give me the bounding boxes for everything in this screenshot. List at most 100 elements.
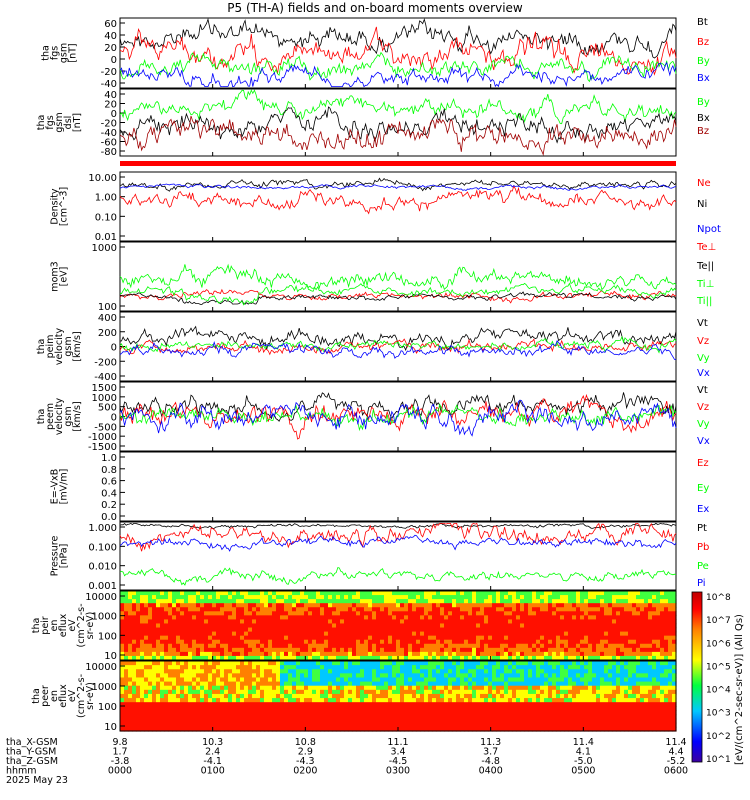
spectrogram-cell	[612, 665, 617, 670]
spectrogram-cell	[476, 623, 481, 629]
spectrogram-cell	[168, 718, 173, 724]
spectrogram-cell	[488, 706, 493, 712]
spectrogram-cell	[192, 661, 197, 666]
spectrogram-cell	[452, 702, 457, 707]
spectrogram-cell	[280, 627, 285, 633]
spectrogram-cell	[528, 631, 533, 637]
spectrogram-cell	[660, 726, 665, 732]
spectrogram-cell	[344, 685, 349, 691]
spectrogram-cell	[564, 661, 569, 666]
spectrogram-cell	[452, 655, 457, 661]
spectrogram-cell	[512, 722, 517, 728]
spectrogram-cell	[444, 591, 449, 596]
spectrogram-cell	[504, 718, 509, 724]
spectrogram-cell	[244, 611, 249, 616]
spectrogram-cell	[188, 726, 193, 732]
spectrogram-cell	[220, 643, 225, 649]
spectrogram-cell	[632, 673, 637, 679]
spectrogram-cell	[248, 615, 253, 621]
spectrogram-cell	[368, 631, 373, 637]
spectrogram-cell	[652, 639, 657, 645]
series-line-Bt	[119, 17, 677, 59]
spectrogram-cell	[552, 673, 557, 679]
spectrogram-cell	[184, 627, 189, 633]
spectrogram-cell	[668, 643, 673, 649]
spectrogram-cell	[580, 710, 585, 716]
spectrogram-cell	[596, 643, 601, 649]
spectrogram-cell	[504, 627, 509, 633]
spectrogram-cell	[472, 698, 477, 703]
spectrogram-cell	[420, 647, 425, 653]
spectrogram-cell	[668, 655, 673, 661]
spectrogram-cell	[628, 673, 633, 679]
spectrogram-cell	[380, 643, 385, 649]
spectrogram-cell	[400, 669, 405, 674]
spectrogram-cell	[312, 693, 317, 699]
spectrogram-cell	[564, 627, 569, 633]
spectrogram-cell	[248, 603, 253, 608]
spectrogram-cell	[200, 607, 205, 612]
spectrogram-cell	[236, 623, 241, 629]
spectrogram-cell	[460, 722, 465, 728]
spectrogram-cell	[308, 693, 313, 699]
spectrogram-cell	[292, 714, 297, 720]
spectrogram-cell	[140, 655, 145, 661]
spectrogram-cell	[236, 673, 241, 679]
spectrogram-cell	[192, 631, 197, 637]
spectrogram-cell	[400, 655, 405, 661]
spectrogram-cell	[264, 639, 269, 645]
spectrogram-cell	[552, 603, 557, 608]
spectrogram-cell	[432, 689, 437, 695]
spectrogram-cell	[540, 689, 545, 695]
spectrogram-cell	[368, 726, 373, 732]
spectrogram-cell	[452, 647, 457, 653]
spectrogram-cell	[248, 655, 253, 661]
spectrogram-cell	[412, 722, 417, 728]
spectrogram-cell	[584, 693, 589, 699]
spectrogram-cell	[144, 726, 149, 732]
spectrogram-cell	[132, 714, 137, 720]
series-line-Vx	[119, 399, 677, 437]
spectrogram-cell	[596, 635, 601, 641]
spectrogram-cell	[272, 698, 277, 703]
spectrogram-cell	[484, 607, 489, 612]
spectrogram-cell	[636, 726, 641, 732]
spectrogram-cell	[176, 665, 181, 670]
spectrogram-cell	[664, 631, 669, 637]
spectrogram-cell	[528, 685, 533, 691]
spectrogram-cell	[248, 669, 253, 674]
spectrogram-cell	[644, 627, 649, 633]
spectrogram-cell	[396, 718, 401, 724]
spectrogram-cell	[608, 714, 613, 720]
spectrogram-cell	[232, 669, 237, 674]
spectrogram-cell	[476, 718, 481, 724]
spectrogram-cell	[576, 655, 581, 661]
spectrogram-cell	[280, 603, 285, 608]
spectrogram-cell	[180, 718, 185, 724]
spectrogram-cell	[640, 635, 645, 641]
spectrogram-cell	[228, 603, 233, 608]
spectrogram-cell	[360, 627, 365, 633]
spectrogram-cell	[492, 677, 497, 683]
spectrogram-cell	[220, 607, 225, 612]
spectrogram-cell	[492, 714, 497, 720]
spectrogram-cell	[360, 718, 365, 724]
spectrogram-cell	[656, 635, 661, 641]
spectrogram-cell	[544, 603, 549, 608]
spectrogram-cell	[156, 685, 161, 691]
spectrogram-cell	[644, 619, 649, 625]
spectrogram-cell	[664, 661, 669, 666]
spectrogram-cell	[368, 595, 373, 600]
spectrogram-cell	[536, 615, 541, 621]
spectrogram-cell	[120, 595, 125, 600]
spectrogram-cell	[364, 627, 369, 633]
spectrogram-cell	[160, 698, 165, 703]
spectrogram-cell	[528, 591, 533, 596]
spectrogram-cell	[596, 615, 601, 621]
spectrogram-cell	[504, 655, 509, 661]
spectrogram-cell	[224, 689, 229, 695]
spectrogram-cell	[320, 607, 325, 612]
y-axis-label-line: fgs	[45, 115, 56, 129]
spectrogram-cell	[196, 698, 201, 703]
spectrogram-cell	[556, 619, 561, 625]
